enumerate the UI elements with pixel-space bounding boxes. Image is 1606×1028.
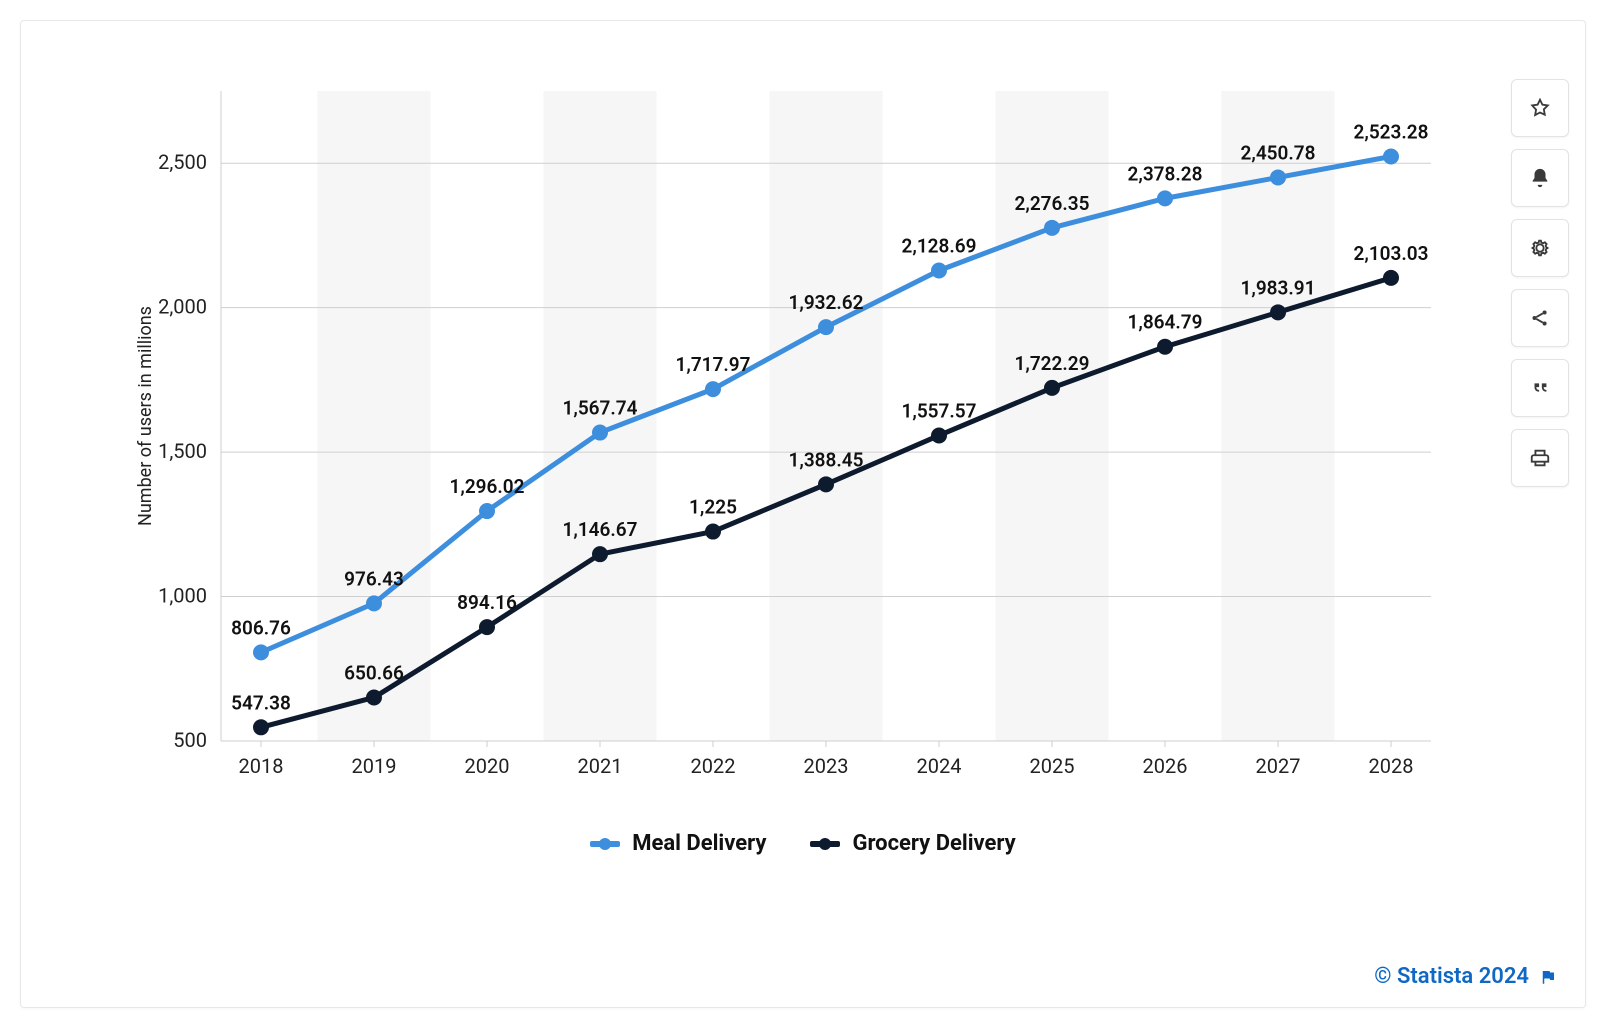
quote-icon xyxy=(1529,377,1551,399)
legend-swatch xyxy=(590,841,620,847)
favorite-button[interactable] xyxy=(1511,79,1569,137)
data-point[interactable] xyxy=(705,381,721,397)
print-button[interactable] xyxy=(1511,429,1569,487)
data-point[interactable] xyxy=(818,476,834,492)
data-point[interactable] xyxy=(1383,270,1399,286)
data-label: 1,296.02 xyxy=(450,475,525,498)
x-tick-label: 2027 xyxy=(1256,754,1301,778)
cite-button[interactable] xyxy=(1511,359,1569,417)
chart-legend: Meal Delivery Grocery Delivery xyxy=(21,831,1585,856)
alt-band xyxy=(1222,91,1335,741)
data-label: 1,717.97 xyxy=(676,353,751,376)
y-tick-label: 500 xyxy=(173,728,207,752)
data-label: 1,932.62 xyxy=(789,291,864,314)
y-tick-label: 2,500 xyxy=(158,150,207,174)
data-label: 1,983.91 xyxy=(1241,276,1316,299)
data-label: 1,557.57 xyxy=(902,399,977,422)
data-point[interactable] xyxy=(818,319,834,335)
x-tick-label: 2024 xyxy=(917,754,962,778)
data-point[interactable] xyxy=(1157,190,1173,206)
data-label: 894.16 xyxy=(457,591,517,614)
data-point[interactable] xyxy=(592,425,608,441)
gear-icon xyxy=(1529,237,1551,259)
share-button[interactable] xyxy=(1511,289,1569,347)
data-point[interactable] xyxy=(479,619,495,635)
legend-label: Grocery Delivery xyxy=(852,831,1015,856)
y-tick-label: 2,000 xyxy=(158,295,207,319)
notify-button[interactable] xyxy=(1511,149,1569,207)
x-tick-label: 2018 xyxy=(239,754,284,778)
data-label: 806.76 xyxy=(231,616,291,639)
legend-swatch xyxy=(810,841,840,847)
data-point[interactable] xyxy=(479,503,495,519)
data-point[interactable] xyxy=(1383,148,1399,164)
star-icon xyxy=(1529,97,1551,119)
chart-card: 500 1,000 1,500 2,000 2,500 2018 2019 2020 2021 2… xyxy=(20,20,1586,1008)
data-point[interactable] xyxy=(1044,220,1060,236)
data-point[interactable] xyxy=(931,427,947,443)
data-label: 2,523.28 xyxy=(1354,120,1429,143)
alt-band xyxy=(996,91,1109,741)
data-label: 2,378.28 xyxy=(1128,162,1203,185)
data-label: 2,276.35 xyxy=(1015,192,1090,215)
alt-band xyxy=(770,91,883,741)
share-icon xyxy=(1529,307,1551,329)
data-label: 2,103.03 xyxy=(1354,242,1429,265)
x-tick-label: 2026 xyxy=(1143,754,1188,778)
legend-item-meal-delivery[interactable]: Meal Delivery xyxy=(590,831,766,856)
print-icon xyxy=(1529,447,1551,469)
data-point[interactable] xyxy=(366,595,382,611)
x-tick-label: 2022 xyxy=(691,754,736,778)
flag-icon xyxy=(1539,968,1557,986)
x-tick-label: 2020 xyxy=(465,754,510,778)
data-label: 2,450.78 xyxy=(1241,141,1316,164)
settings-button[interactable] xyxy=(1511,219,1569,277)
data-label: 547.38 xyxy=(231,691,291,714)
data-label: 1,567.74 xyxy=(563,397,638,420)
chart-toolbar xyxy=(1511,79,1569,487)
y-tick-label: 1,500 xyxy=(158,439,207,463)
data-label: 1,146.67 xyxy=(563,518,638,541)
y-tick-label: 1,000 xyxy=(158,584,207,608)
data-label: 1,864.79 xyxy=(1128,311,1203,334)
data-point[interactable] xyxy=(705,524,721,540)
bell-icon xyxy=(1529,167,1551,189)
attribution[interactable]: © Statista 2024 xyxy=(1374,964,1557,989)
x-tick-label: 2025 xyxy=(1030,754,1075,778)
alt-band xyxy=(318,91,431,741)
data-point[interactable] xyxy=(1270,169,1286,185)
x-tick-label: 2023 xyxy=(804,754,849,778)
x-tick-label: 2028 xyxy=(1369,754,1414,778)
data-label: 650.66 xyxy=(344,661,404,684)
x-tick-label: 2019 xyxy=(352,754,397,778)
data-point[interactable] xyxy=(1270,304,1286,320)
y-axis-label: Number of users in millions xyxy=(135,306,156,526)
attribution-text: © Statista 2024 xyxy=(1374,964,1529,989)
data-point[interactable] xyxy=(366,689,382,705)
data-label: 1,722.29 xyxy=(1015,352,1090,375)
data-point[interactable] xyxy=(1044,380,1060,396)
data-label: 1,225 xyxy=(689,496,737,519)
data-label: 2,128.69 xyxy=(902,234,977,257)
legend-label: Meal Delivery xyxy=(632,831,766,856)
legend-item-grocery-delivery[interactable]: Grocery Delivery xyxy=(810,831,1015,856)
line-chart: 500 1,000 1,500 2,000 2,500 2018 2019 2020 2021 2… xyxy=(131,71,1491,811)
data-point[interactable] xyxy=(931,262,947,278)
data-label: 976.43 xyxy=(344,567,404,590)
data-point[interactable] xyxy=(253,719,269,735)
x-tick-label: 2021 xyxy=(578,754,623,778)
data-point[interactable] xyxy=(1157,339,1173,355)
data-point[interactable] xyxy=(592,546,608,562)
data-label: 1,388.45 xyxy=(789,448,864,471)
data-point[interactable] xyxy=(253,644,269,660)
